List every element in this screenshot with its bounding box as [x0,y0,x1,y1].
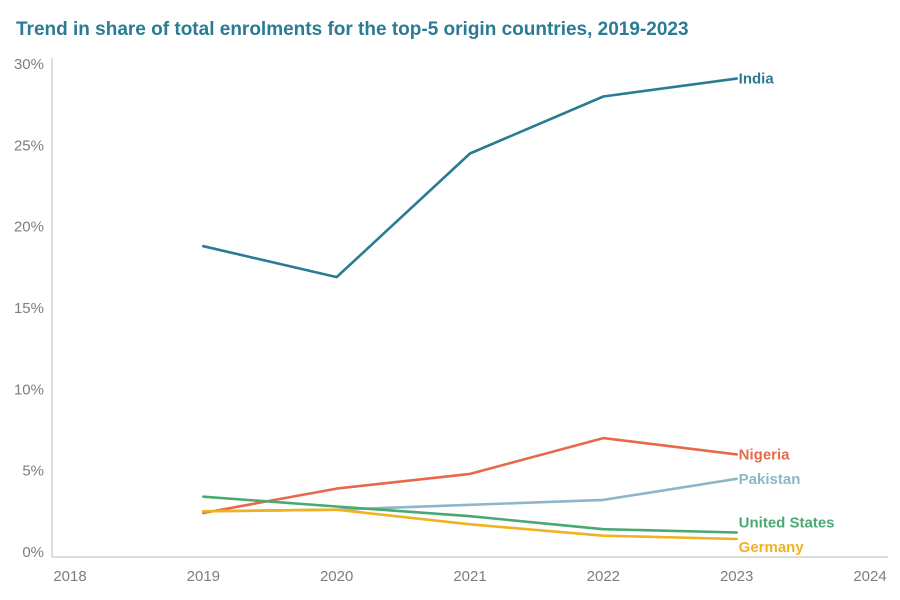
series-line-united-states [202,495,739,534]
series-label-pakistan: Pakistan [739,471,801,488]
series-label-india: India [739,71,775,88]
series-line-germany [202,508,739,541]
x-tick-label: 2022 [587,568,620,585]
y-tick-label: 25% [14,137,44,154]
y-tick-label: 0% [22,544,44,561]
y-tick-label: 30% [14,56,44,73]
series-label-germany: Germany [739,539,805,556]
x-tick-label: 2023 [720,568,753,585]
series-line-nigeria [202,436,739,515]
x-tick-label: 2019 [187,568,220,585]
series-line-pakistan [202,477,739,513]
y-tick-label: 20% [14,219,44,236]
x-tick-label: 2024 [853,568,886,585]
x-tick-label: 2021 [453,568,486,585]
y-tick-label: 5% [22,463,44,480]
y-tick-label: 10% [14,381,44,398]
x-tick-label: 2018 [53,568,86,585]
series-label-united-states: United States [739,514,835,531]
x-tick-label: 2020 [320,568,353,585]
series-line-india [202,77,739,279]
series-label-nigeria: Nigeria [739,446,791,463]
chart-title: Trend in share of total enrolments for t… [16,19,689,40]
y-tick-label: 15% [14,300,44,317]
